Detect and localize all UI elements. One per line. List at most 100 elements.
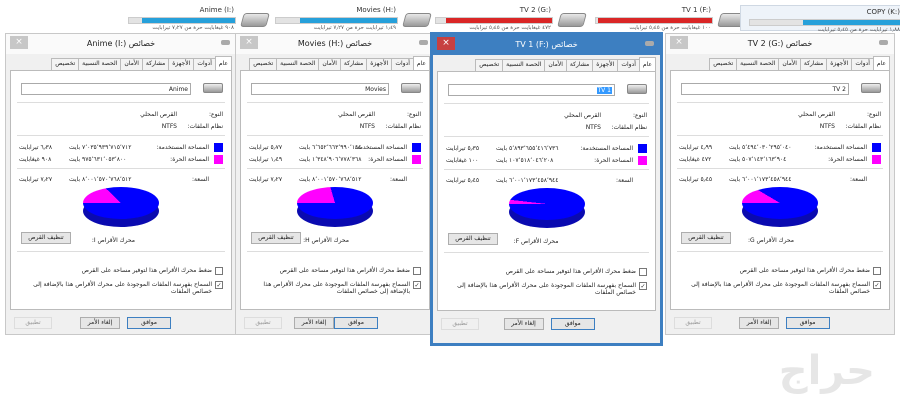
ok-button[interactable]: موافق [550,318,595,330]
compress-checkbox[interactable]: ضغط محرك الأقراص هذا لتوفير مساحة على ال… [19,267,223,275]
tab[interactable]: أدوات [391,58,414,70]
close-button[interactable]: × [10,36,28,49]
compress-checkbox[interactable]: ضغط محرك الأقراص هذا لتوفير مساحة على ال… [679,267,881,275]
ok-button[interactable]: موافق [334,317,378,329]
apply-button[interactable]: تطبيق [14,317,52,329]
tab[interactable]: الأمان [544,59,567,71]
tab[interactable]: مشاركة [141,58,170,70]
watermark-logo: حراج [778,348,875,394]
close-button[interactable]: × [670,36,688,49]
divider [17,135,225,136]
ok-button[interactable]: موافق [785,317,830,329]
cancel-button[interactable]: إلغاء الأمر [503,318,544,330]
tab[interactable]: الأجهزة [826,58,853,70]
tab[interactable]: الحصة النسبية [736,58,780,70]
used-color-swatch [412,143,421,152]
volume-name-input[interactable]: Anime [21,83,191,95]
checkbox[interactable]: ✓ [639,282,647,290]
checkbox[interactable] [413,267,421,275]
tab[interactable]: مشاركة [799,58,828,70]
tab[interactable]: أدوات [193,58,216,70]
divider [677,251,883,252]
cancel-button[interactable]: إلغاء الأمر [294,317,334,329]
drive-free-text: ١٫٨٨ تيرابايت حرة من ٥٫٤٥ تيرابايت [817,27,900,33]
tab[interactable]: عام [638,57,656,71]
tab[interactable]: أدوات [851,58,874,70]
type-value: القرص المحلي [564,112,601,119]
hard-drive-icon [401,83,421,93]
window-title: خصائص Anime (I:) [86,39,156,48]
drive-tile[interactable]: Movies (H:) ١٫٤٩ تيرابايت حرة من ٧٫٢٧ تي… [265,4,432,32]
fs-label: نظام الملفات: [611,124,647,131]
compress-checkbox[interactable]: ضغط محرك الأقراص هذا لتوفير مساحة على ال… [249,267,421,275]
index-checkbox[interactable]: ✓ السماح بفهرسة الملفات الموجودة على محرك… [249,281,421,295]
apply-button[interactable]: تطبيق [674,317,712,329]
checkbox[interactable] [215,267,223,275]
title-bar[interactable]: خصائص Movies (H:) × [236,34,434,54]
drive-label: محرك الأقراص H: [303,237,349,244]
tab[interactable]: تخصيص [51,58,80,70]
disk-cleanup-button[interactable]: تنظيف القرص [21,232,71,244]
tab[interactable]: مشاركة [339,58,368,70]
volume-name-input[interactable]: TV 2 [681,83,849,95]
drive-tile[interactable]: Anime (I:) ٩٠٨ غيغابايت حرة من ٧٫٢٧ تيرا… [118,4,270,32]
disk-cleanup-button[interactable]: تنظيف القرص [681,232,731,244]
tab[interactable]: الحصة النسبية [502,59,546,71]
used-bytes: ٥٬٤٩٤٬٠٣٠٬٢٩٥٬٠٤٠ بايت [729,144,792,151]
index-checkbox[interactable]: ✓ السماح بفهرسة الملفات الموجودة على محرك… [679,281,881,295]
checkbox[interactable]: ✓ [413,281,421,289]
title-bar[interactable]: خصائص TV 1 (F:) × [433,35,660,55]
drive-tile[interactable]: COPY (K:) ١٫٨٨ تيرابايت حرة من ٥٫٤٥ تيرا… [740,5,900,33]
tab[interactable]: الأمان [778,58,801,70]
pie-top [508,188,585,220]
apply-button[interactable]: تطبيق [441,318,479,330]
volume-name-input[interactable]: Movies [251,83,389,95]
tab[interactable]: تخصيص [475,59,504,71]
tab[interactable]: الحصة النسبية [276,58,320,70]
cancel-button[interactable]: إلغاء الأمر [80,317,120,329]
tab-bar: عام أدوات الأجهزة مشاركة الأمان الحصة النسبية… [10,56,232,70]
title-bar[interactable]: خصائص Anime (I:) × [6,34,236,54]
properties-window: خصائص Movies (H:) × عام أدوات الأجهزة مشاركة… [235,33,435,335]
checkbox[interactable]: ✓ [873,281,881,289]
cancel-button[interactable]: إلغاء الأمر [739,317,779,329]
used-color-swatch [872,143,881,152]
checkbox[interactable] [873,267,881,275]
drive-label: محرك الأقراص I: [91,237,135,244]
tab[interactable]: تخصيص [709,58,738,70]
tab[interactable]: الأمان [318,58,341,70]
tab[interactable]: عام [872,56,890,70]
checkbox[interactable]: ✓ [215,281,223,289]
index-checkbox[interactable]: ✓ السماح بفهرسة الملفات الموجودة على محرك… [446,282,647,296]
free-size: ٤٧٢ غيغابايت [679,156,712,163]
properties-window: خصائص TV 2 (G:) × عام أدوات الأجهزة مشاركة ال… [665,33,895,335]
tab[interactable]: الحصة النسبية [78,58,122,70]
tab[interactable]: الأجهزة [168,58,195,70]
tab[interactable]: الأمان [120,58,143,70]
type-value: القرص المحلي [338,111,375,118]
usage-pie-chart [508,188,585,228]
drive-tile[interactable]: TV 2 (G:) ٤٧٢ غيغابايت حرة من ٥٫٤٥ تيراب… [425,4,587,32]
apply-button[interactable]: تطبيق [244,317,282,329]
drive-free-text: ٩٠٨ غيغابايت حرة من ٧٫٢٧ تيرابايت [152,25,234,31]
disk-cleanup-button[interactable]: تنظيف القرص [251,232,301,244]
ok-button[interactable]: موافق [127,317,172,329]
tab[interactable]: عام [412,56,430,70]
tab[interactable]: تخصيص [249,58,278,70]
divider [677,135,883,136]
tab-bar: عام أدوات الأجهزة مشاركة الأمان الحصة النسبية… [437,57,656,71]
close-button[interactable]: × [240,36,258,49]
title-bar[interactable]: خصائص TV 2 (G:) × [666,34,894,54]
tab[interactable]: أدوات [617,59,640,71]
compress-checkbox[interactable]: ضغط محرك الأقراص هذا لتوفير مساحة على ال… [446,268,647,276]
checkbox[interactable] [639,268,647,276]
disk-cleanup-button[interactable]: تنظيف القرص [448,233,498,245]
tab[interactable]: مشاركة [565,59,594,71]
tab[interactable]: الأجهزة [366,58,393,70]
tab[interactable]: الأجهزة [592,59,619,71]
index-checkbox[interactable]: ✓ السماح بفهرسة الملفات الموجودة على محرك… [19,281,223,295]
volume-name-input[interactable]: TV 1 [448,84,615,96]
tab[interactable]: عام [214,56,232,70]
drive-tile[interactable]: TV 1 (F:) ١٠٠ غيغابايت حرة من ٥٫٤٥ تيراب… [585,4,747,32]
close-button[interactable]: × [437,37,455,50]
